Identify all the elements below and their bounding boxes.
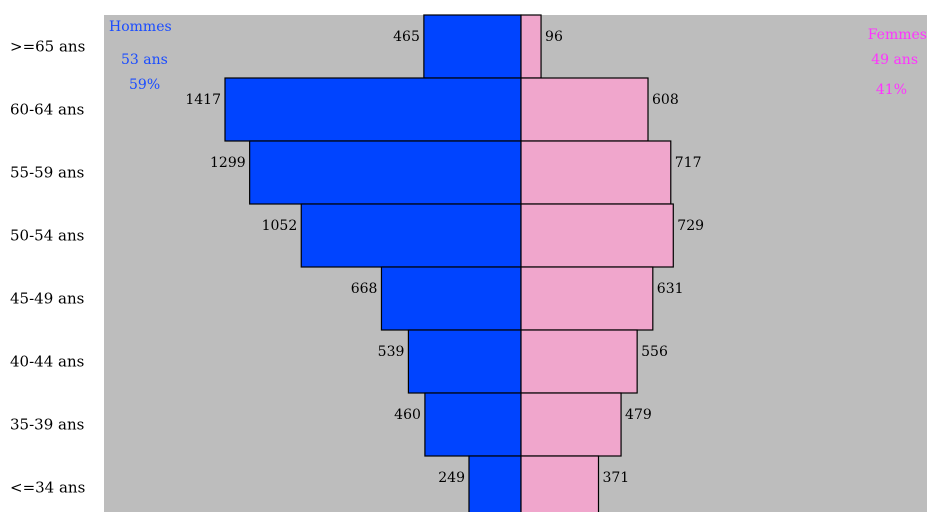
bar-hommes (300, 203, 522, 268)
value-label-femmes: 729 (677, 218, 704, 234)
value-label-hommes: 1417 (185, 92, 221, 108)
category-label: >=65 ans (10, 38, 85, 56)
bar-hommes (407, 329, 522, 394)
bar-femmes (520, 140, 672, 205)
value-label-femmes: 631 (657, 281, 684, 297)
category-label: 45-49 ans (10, 290, 84, 308)
value-label-hommes: 1299 (210, 155, 246, 171)
bar-hommes (423, 14, 522, 79)
category-label: 55-59 ans (10, 164, 84, 182)
bar-femmes (520, 77, 649, 142)
value-label-femmes: 479 (625, 407, 652, 423)
value-label-femmes: 96 (545, 29, 563, 45)
value-label-hommes: 249 (438, 470, 465, 486)
legend-femmes: Femmes 49 ans 41% (868, 27, 927, 98)
legend-femmes-title: Femmes (868, 27, 927, 43)
value-label-hommes: 465 (393, 29, 420, 45)
value-label-femmes: 717 (675, 155, 702, 171)
bars-group (224, 14, 674, 512)
value-label-femmes: 608 (652, 92, 679, 108)
bar-hommes (249, 140, 522, 205)
bar-femmes (520, 392, 622, 457)
legend-femmes-percent: 41% (876, 82, 907, 98)
category-label: <=34 ans (10, 479, 85, 497)
legend-femmes-age: 49 ans (871, 52, 918, 68)
category-label: 60-64 ans (10, 101, 84, 119)
value-label-hommes: 539 (378, 344, 405, 360)
legend-hommes-title: Hommes (109, 19, 172, 35)
category-label: 40-44 ans (10, 353, 84, 371)
bar-femmes (520, 455, 600, 512)
bar-hommes (424, 392, 522, 457)
value-labels-group: 465 96 1417 608 1299 717 1052 729 668 631 539 556 46… (185, 29, 704, 486)
category-ticks-group: >=65 ans 60-64 ans 55-59 ans 50-54 ans 45-49… (10, 38, 85, 497)
bar-hommes (468, 455, 522, 512)
value-label-hommes: 668 (351, 281, 378, 297)
legend-hommes-age: 53 ans (121, 52, 168, 68)
value-label-hommes: 460 (394, 407, 421, 423)
bar-femmes (520, 329, 638, 394)
bar-femmes (520, 14, 542, 79)
legend-hommes-percent: 59% (129, 77, 160, 93)
value-label-hommes: 1052 (262, 218, 298, 234)
value-label-femmes: 371 (602, 470, 629, 486)
bar-hommes (224, 77, 522, 142)
bar-femmes (520, 203, 674, 268)
category-label: 35-39 ans (10, 416, 84, 434)
bar-femmes (520, 266, 654, 331)
category-label: 50-54 ans (10, 227, 84, 245)
legend-hommes: Hommes 53 ans 59% (109, 19, 172, 93)
bar-hommes (380, 266, 522, 331)
value-label-femmes: 556 (641, 344, 668, 360)
